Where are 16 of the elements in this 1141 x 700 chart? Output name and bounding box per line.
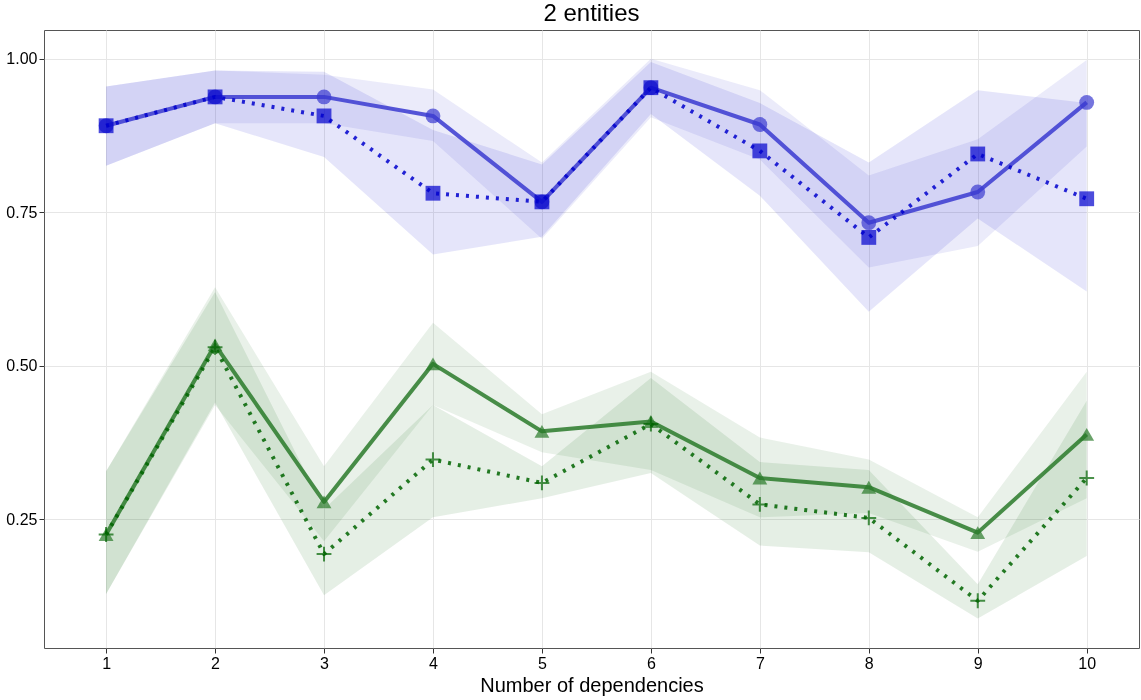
x-tick-label: 8 — [864, 654, 874, 672]
y-tick-label: 0.75 — [6, 203, 38, 221]
x-tick-label: 2 — [211, 654, 221, 672]
x-tick-label: 6 — [646, 654, 656, 672]
x-tick-label: 9 — [973, 654, 983, 672]
x-axis-title: Number of dependencies — [480, 673, 704, 696]
x-tick-label: 5 — [537, 654, 547, 672]
chart-title: 2 entities — [543, 0, 640, 26]
y-tick-label: 0.25 — [6, 510, 38, 528]
x-tick-label: 10 — [1078, 654, 1097, 672]
x-tick-label: 1 — [102, 654, 112, 672]
x-tick-label: 7 — [755, 654, 765, 672]
x-tick-label: 3 — [320, 654, 330, 672]
x-tick-label: 4 — [429, 654, 439, 672]
y-tick-label: 1.00 — [6, 50, 38, 68]
y-tick-label: 0.50 — [6, 357, 38, 375]
